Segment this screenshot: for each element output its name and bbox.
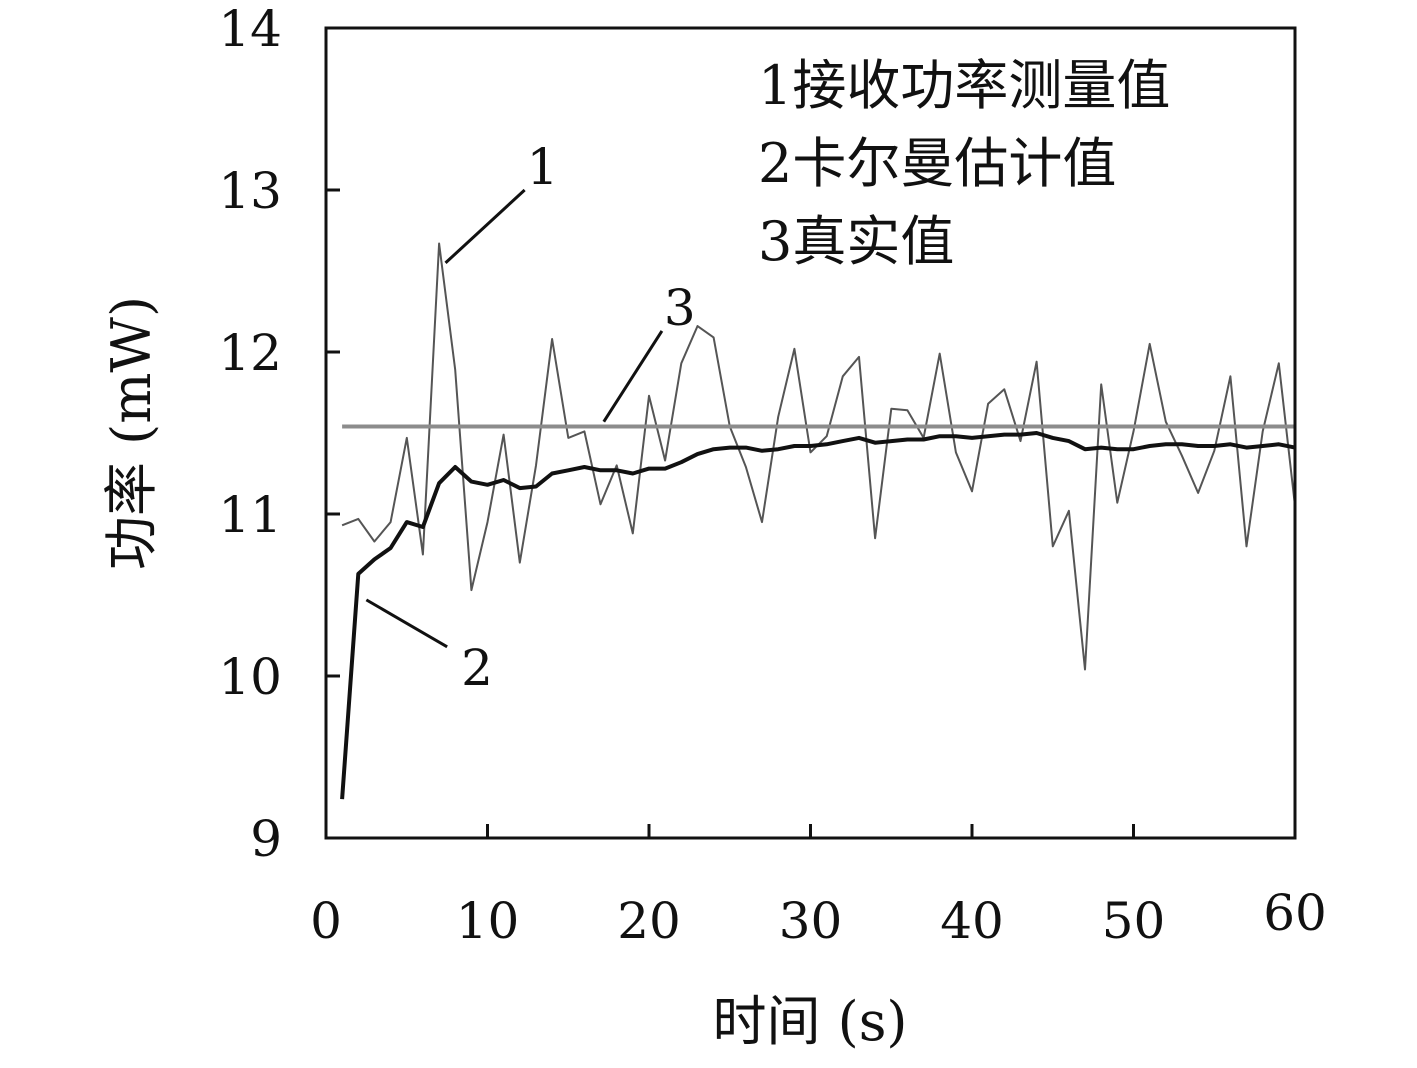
y-tick-label: 10 [218, 648, 282, 706]
legend-entry-1: 1接收功率测量值 [758, 54, 1170, 117]
x-axis-title: 时间 (s) [712, 990, 907, 1053]
legend-entry-2: 2卡尔曼估计值 [758, 132, 1116, 195]
annotation-label-1: 1 [527, 138, 559, 196]
y-tick-label: 11 [218, 486, 282, 544]
x-tick-label: 30 [779, 892, 843, 950]
x-tick-label: 50 [1102, 892, 1166, 950]
annotation-line-3 [602, 330, 664, 423]
plot-lines [340, 242, 1296, 800]
y-tick-label: 12 [218, 324, 282, 382]
annotation-label-2: 2 [461, 639, 493, 697]
legend-entry-3: 3真实值 [758, 210, 954, 273]
x-axis: 0 10 20 30 40 50 60 [310, 824, 1327, 950]
y-tick-label: 13 [218, 162, 282, 220]
y-axis: 9 10 11 12 13 14 [218, 0, 340, 868]
series-line-1 [341, 242, 1296, 671]
y-tick-label: 9 [250, 810, 282, 868]
x-tick-label: 0 [310, 892, 342, 950]
legend: 1接收功率测量值 2卡尔曼估计值 3真实值 [758, 54, 1170, 273]
annotation-line-2 [365, 598, 448, 649]
y-axis-title: 功率 (mW) [100, 296, 163, 570]
x-tick-label: 60 [1263, 884, 1327, 942]
y-tick-label: 14 [218, 0, 282, 58]
annotations: 1 2 3 [365, 138, 696, 697]
annotation-label-3: 3 [664, 279, 696, 337]
series-line-2 [340, 431, 1296, 800]
x-tick-label: 40 [940, 892, 1004, 950]
x-tick-label: 20 [617, 892, 681, 950]
annotation-line-1 [444, 188, 526, 265]
x-tick-label: 10 [456, 892, 520, 950]
